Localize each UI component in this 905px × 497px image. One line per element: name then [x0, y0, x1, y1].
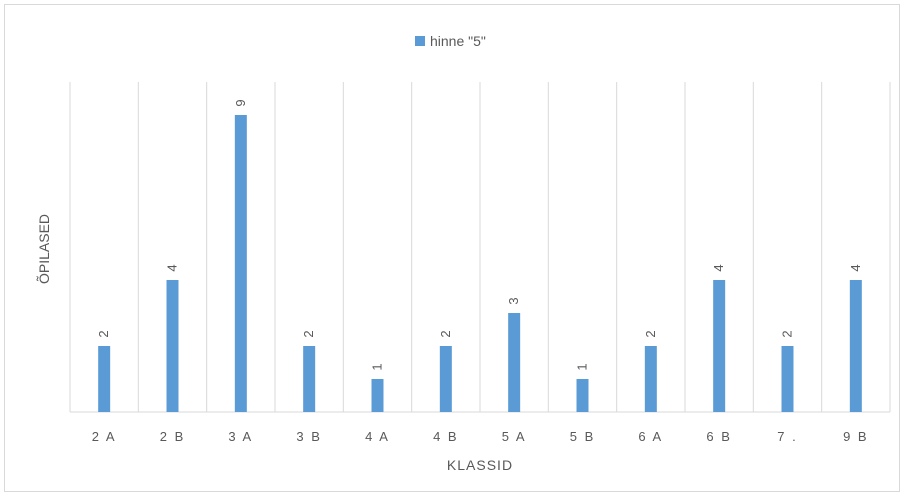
bar [576, 379, 589, 412]
bar [166, 280, 179, 412]
x-tick-label: 9 B [843, 429, 869, 444]
x-tick-label: 3 A [228, 429, 253, 444]
x-tick-label: 3 B [296, 429, 322, 444]
bar [439, 346, 452, 412]
data-labels: 2 4 9 2 1 2 3 1 2 4 2 4 [96, 99, 863, 370]
gridlines [69, 82, 891, 412]
y-axis-title: ÕPILASED [36, 214, 52, 284]
x-axis-title: KLASSID [447, 457, 513, 473]
legend-label: hinne "5" [430, 33, 486, 49]
legend: hinne "5" [415, 33, 486, 49]
data-label: 2 [438, 330, 453, 337]
data-label: 2 [301, 330, 316, 337]
x-tick-label: 2 A [92, 429, 117, 444]
x-tick-label: 4 A [365, 429, 390, 444]
x-tick-label: 6 A [638, 429, 663, 444]
data-label: 4 [165, 264, 180, 271]
x-tick-labels: 2 A 2 B 3 A 3 B 4 A 4 B 5 A 5 B 6 A 6 B 7 . 9 B [92, 429, 869, 444]
x-tick-label: 4 B [433, 429, 459, 444]
bar [371, 379, 384, 412]
bar [508, 313, 521, 412]
bar [713, 280, 726, 412]
bar [98, 346, 111, 412]
data-label: 2 [643, 330, 658, 337]
data-label: 2 [780, 330, 795, 337]
x-tick-label: 6 B [706, 429, 732, 444]
bar [849, 280, 862, 412]
data-label: 4 [711, 264, 726, 271]
data-label: 4 [848, 264, 863, 271]
bar [644, 346, 657, 412]
x-tick-label: 5 A [502, 429, 527, 444]
data-label: 3 [506, 297, 521, 304]
chart-frame [4, 4, 900, 492]
x-tick-label: 5 B [570, 429, 596, 444]
x-tick-label: 7 . [777, 429, 797, 444]
data-label: 1 [370, 363, 385, 370]
bars [98, 115, 862, 412]
legend-swatch [415, 36, 425, 46]
data-label: 1 [575, 363, 590, 370]
bar [781, 346, 794, 412]
bar [234, 115, 247, 412]
data-label: 9 [233, 99, 248, 106]
x-tick-label: 2 B [160, 429, 186, 444]
data-label: 2 [96, 330, 111, 337]
bar [303, 346, 316, 412]
